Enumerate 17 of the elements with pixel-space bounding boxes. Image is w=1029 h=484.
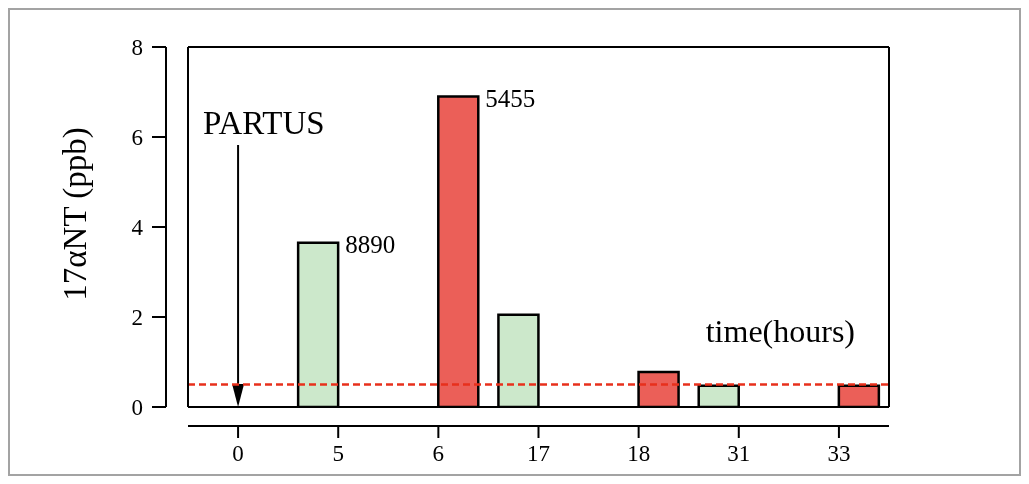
x-axis-title: time(hours) [705,313,855,349]
x-tick-label: 33 [827,441,851,467]
y-tick-label: 0 [131,395,143,421]
y-tick-label: 4 [131,215,144,241]
x-tick-label: 5 [332,441,344,467]
y-tick-label: 2 [131,305,143,331]
x-tick-label: 17 [527,441,550,467]
y-tick-label: 6 [131,125,143,151]
x-tick-label: 0 [232,441,244,467]
annotation: 5455 [485,84,536,112]
x-tick-label: 18 [627,441,651,467]
y-tick-label: 8 [131,35,143,61]
x-tick-label: 6 [432,441,445,467]
y-axis-title: 17αNT (ppb) [57,127,94,301]
ref-line-label: PARTUS [203,105,325,141]
annotation: 8890 [345,230,396,258]
x-tick-label: 31 [727,441,751,467]
